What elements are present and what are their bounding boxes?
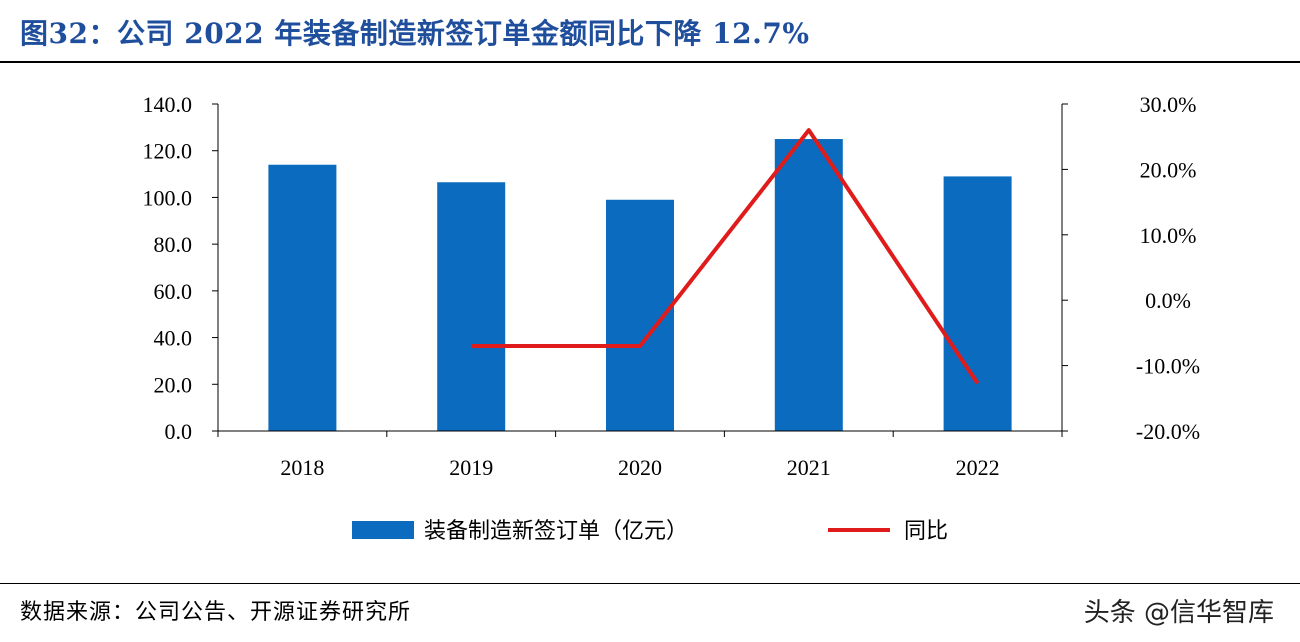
left-axis-tick-label: 20.0 <box>154 372 193 397</box>
left-axis-tick-label: 120.0 <box>143 139 193 164</box>
watermark: 头条 @信华智库 <box>1083 598 1274 628</box>
data-source-note: 数据来源：公司公告、开源证券研究所 <box>20 600 412 625</box>
left-axis-tick-label: 0.0 <box>165 419 193 444</box>
left-axis-tick-label: 140.0 <box>143 92 193 117</box>
legend-bar-label: 装备制造新签订单（亿元） <box>424 519 688 544</box>
bar-series <box>268 139 1012 432</box>
left-axis-tick-label: 40.0 <box>154 326 193 351</box>
x-axis-tick-label: 2021 <box>787 455 831 480</box>
yoy-line <box>471 128 980 385</box>
legend: 装备制造新签订单（亿元） 同比 <box>352 519 948 544</box>
right-axis-tick-label: -20.0% <box>1136 419 1200 444</box>
footer-divider <box>0 583 1300 584</box>
chart-title: 图32：公司 2022 年装备制造新签订单金额同比下降 12.7% <box>20 17 810 50</box>
title-divider <box>0 61 1300 63</box>
bar <box>268 164 337 431</box>
x-axis: 2018 2019 2020 2021 2022 <box>217 430 1063 480</box>
bar <box>943 176 1012 431</box>
left-axis-tick-label: 100.0 <box>143 185 193 210</box>
x-axis-tick-label: 2019 <box>449 455 493 480</box>
x-axis-tick-label: 2018 <box>280 455 324 480</box>
bar <box>774 139 843 432</box>
left-axis-tick-label: 80.0 <box>154 232 193 257</box>
right-axis-tick-label: 30.0% <box>1140 92 1197 117</box>
bar <box>437 182 506 431</box>
right-axis-tick-label: 10.0% <box>1140 223 1197 248</box>
right-axis-tick-label: 20.0% <box>1140 157 1197 182</box>
x-axis-tick-label: 2022 <box>956 455 1000 480</box>
line-series <box>471 128 980 385</box>
left-axis: 0.0 20.0 40.0 60.0 80.0 100.0 120.0 140.0 <box>143 92 219 444</box>
right-axis-tick-label: 0.0% <box>1145 288 1191 313</box>
left-axis-tick-label: 60.0 <box>154 279 193 304</box>
right-axis: -20.0% -10.0% 0.0% 10.0% 20.0% 30.0% <box>1061 92 1200 444</box>
chart-canvas: 0.0 20.0 40.0 60.0 80.0 100.0 120.0 140.0 -20.0… <box>143 92 1201 544</box>
legend-bar-swatch <box>352 521 414 539</box>
legend-line-label: 同比 <box>904 519 948 544</box>
right-axis-tick-label: -10.0% <box>1136 354 1200 379</box>
x-axis-tick-label: 2020 <box>618 455 662 480</box>
